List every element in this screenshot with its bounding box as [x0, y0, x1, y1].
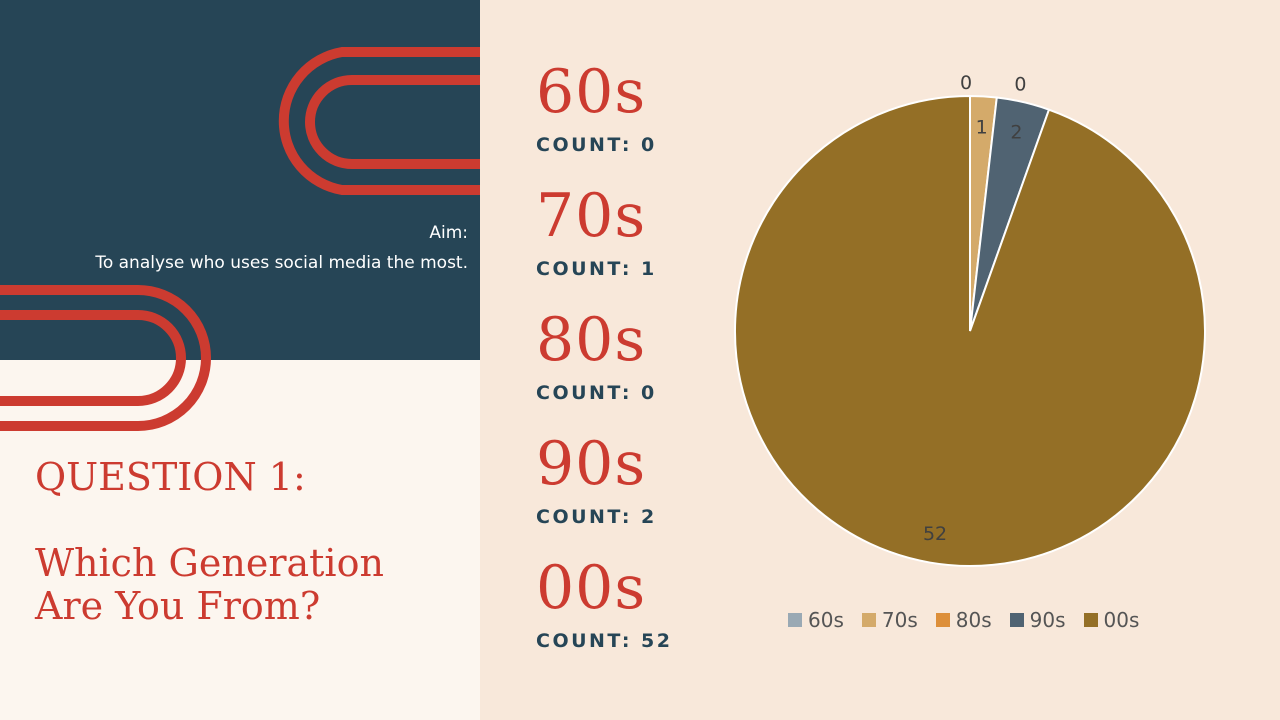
header-panel	[0, 0, 480, 360]
legend-item-60s: 60s	[788, 608, 844, 632]
data-label-80s: 0	[1014, 74, 1026, 96]
legend-swatch	[861, 613, 876, 627]
data-label-70s: 1	[976, 116, 988, 138]
legend-item-00s: 00s	[1083, 608, 1140, 632]
question-title: QUESTION 1:	[35, 455, 306, 499]
stat-decade: 80s	[536, 305, 647, 375]
stat-decade: 90s	[536, 429, 647, 499]
generation-counts: 60s COUNT: 0 70s COUNT: 1 80s COUNT: 0 9…	[536, 60, 736, 680]
stat-decade: 70s	[536, 181, 647, 251]
stat-80s: 80s COUNT: 0	[536, 308, 736, 432]
legend-item-70s: 70s	[861, 608, 918, 632]
stat-count: COUNT: 52	[536, 630, 673, 652]
aim-label: Aim:	[429, 223, 468, 243]
chart-legend: 60s 70s 80s 90s 00s	[788, 608, 1139, 632]
legend-label: 00s	[1103, 608, 1140, 632]
question-heading: QUESTION 1: Which Generation Are You Fro…	[35, 456, 465, 628]
stat-70s: 70s COUNT: 1	[536, 184, 736, 308]
question-subtitle-line2: Are You From?	[35, 584, 321, 628]
legend-label: 90s	[1029, 608, 1066, 632]
stat-90s: 90s COUNT: 2	[536, 432, 736, 556]
legend-item-90s: 90s	[1009, 608, 1066, 632]
data-label-90s: 2	[1010, 121, 1022, 143]
stat-60s: 60s COUNT: 0	[536, 60, 736, 184]
stat-count: COUNT: 0	[536, 382, 657, 404]
stat-decade: 00s	[536, 553, 647, 623]
stat-00s: 00s COUNT: 52	[536, 556, 736, 680]
legend-item-80s: 80s	[935, 608, 992, 632]
stat-count: COUNT: 0	[536, 134, 657, 156]
pie-slice-00s	[734, 94, 1206, 567]
legend-swatch	[788, 613, 802, 627]
aim-text: To analyse who uses social media the mos…	[95, 253, 468, 273]
data-label-60s: 0	[960, 72, 972, 94]
question-subtitle-line1: Which Generation	[35, 541, 384, 585]
legend-swatch	[935, 613, 950, 627]
stat-count: COUNT: 2	[536, 506, 657, 528]
stat-decade: 60s	[536, 57, 647, 127]
stat-count: COUNT: 1	[536, 258, 657, 280]
legend-label: 70s	[881, 608, 918, 632]
legend-swatch	[1083, 613, 1098, 627]
data-label-00s: 52	[923, 523, 947, 545]
legend-label: 80s	[955, 608, 992, 632]
legend-swatch	[1009, 613, 1024, 627]
legend-label: 60s	[808, 608, 844, 632]
aim-block: Aim: To analyse who uses social media th…	[95, 218, 468, 278]
